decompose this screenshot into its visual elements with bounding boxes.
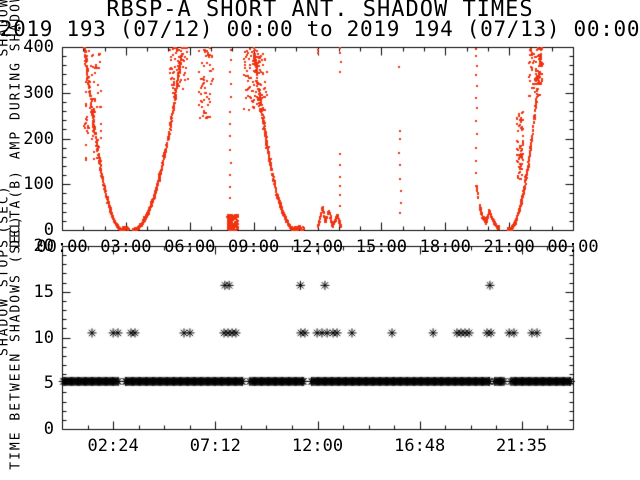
- chart-canvas: [0, 0, 640, 480]
- plot-figure: RBSP-A SHORT ANT. SHADOW TIMES 2019 193 …: [0, 0, 640, 480]
